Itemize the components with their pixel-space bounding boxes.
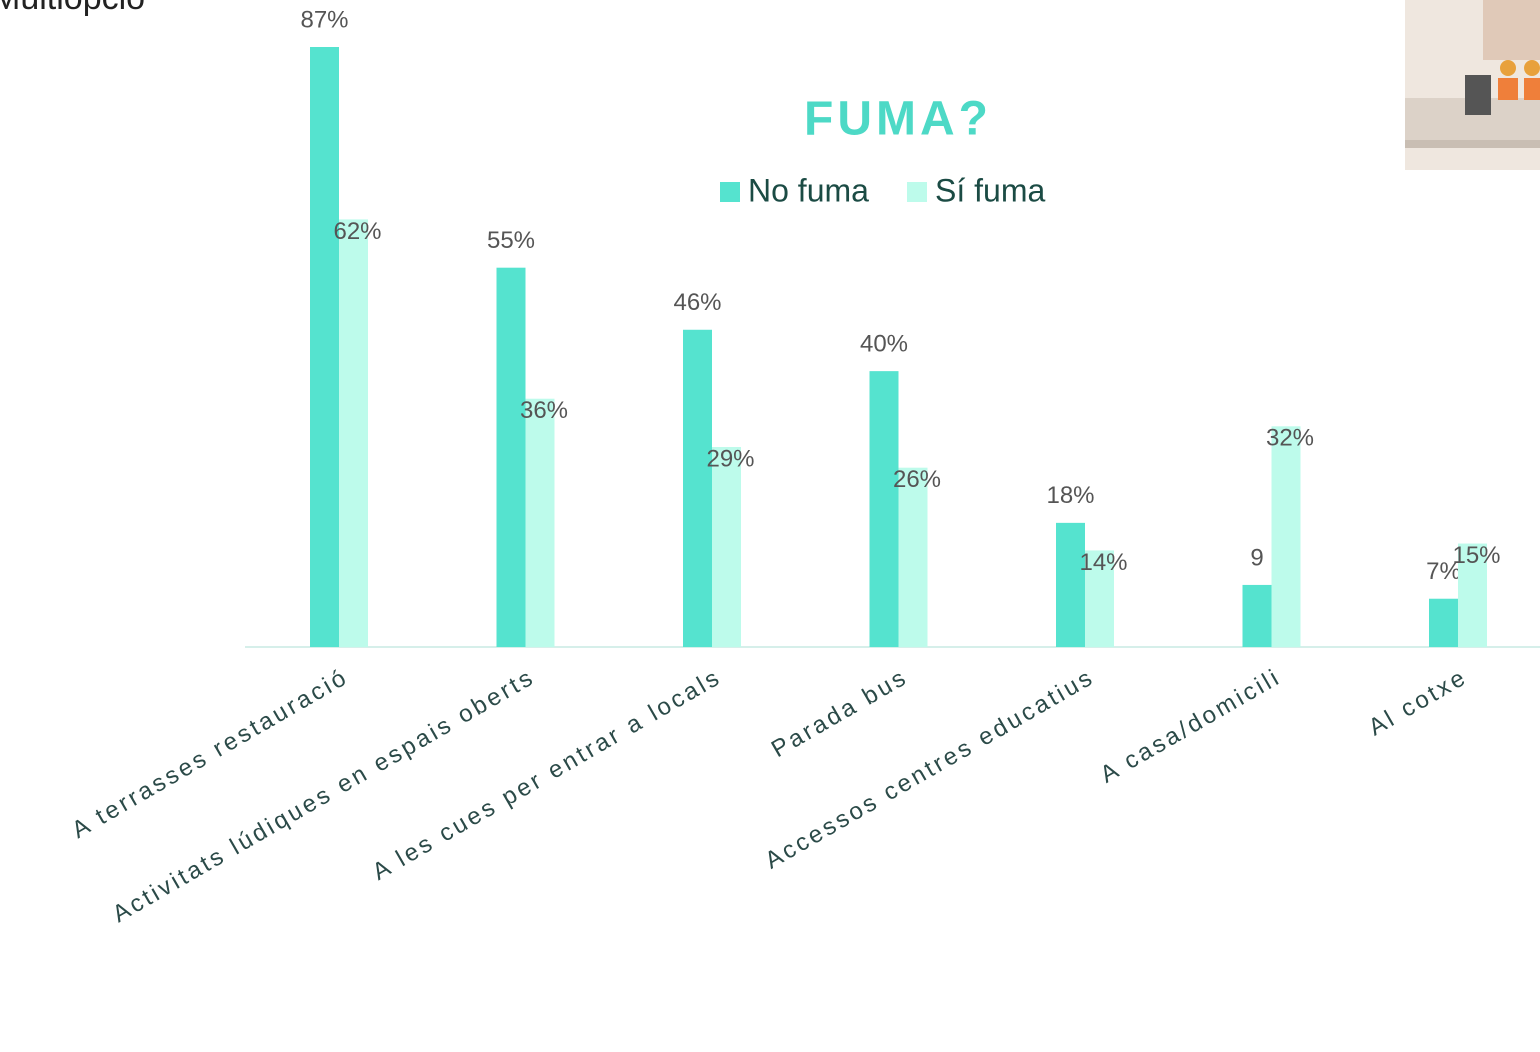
bar xyxy=(310,47,339,647)
value-label: 18% xyxy=(1046,482,1094,509)
value-label: 32% xyxy=(1266,425,1314,452)
value-label: 40% xyxy=(860,330,908,357)
bar xyxy=(525,398,555,647)
x-tick-label: A les cues per entrar a locals xyxy=(368,663,726,885)
bar xyxy=(1085,550,1114,647)
bar xyxy=(898,467,928,647)
value-label: 36% xyxy=(520,397,568,424)
bar xyxy=(1458,543,1487,647)
bar xyxy=(496,267,526,647)
value-label: 15% xyxy=(1452,542,1500,569)
bar xyxy=(712,447,741,647)
bar xyxy=(1271,426,1301,647)
value-label: 46% xyxy=(673,289,721,316)
subtitle: Multiopció xyxy=(0,0,145,17)
value-label: 87% xyxy=(300,6,348,33)
bar xyxy=(869,371,899,647)
value-label: 7% xyxy=(1426,558,1461,585)
legend-label: Sí fuma xyxy=(935,172,1045,208)
value-label: 26% xyxy=(893,466,941,493)
legend-swatch xyxy=(907,182,927,202)
legend-label: No fuma xyxy=(748,172,869,208)
x-tick-label: Parada bus xyxy=(767,663,913,763)
chart-title: FUMA? xyxy=(804,93,992,146)
bar xyxy=(339,219,368,647)
bar xyxy=(1242,584,1272,647)
bar xyxy=(683,329,712,647)
value-label: 9 xyxy=(1250,544,1263,571)
value-label: 29% xyxy=(706,445,754,472)
bar xyxy=(1429,598,1458,647)
x-tick-label: Accessos centres educatius xyxy=(760,663,1099,874)
bar xyxy=(1056,522,1085,647)
x-tick-label: A casa/domicili xyxy=(1096,663,1286,788)
legend-swatch xyxy=(720,182,740,202)
value-label: 14% xyxy=(1079,549,1127,576)
value-label: 62% xyxy=(333,218,381,245)
value-label: 55% xyxy=(487,227,535,254)
x-tick-label: Al cotxe xyxy=(1364,663,1472,741)
illustration xyxy=(1405,0,1540,170)
